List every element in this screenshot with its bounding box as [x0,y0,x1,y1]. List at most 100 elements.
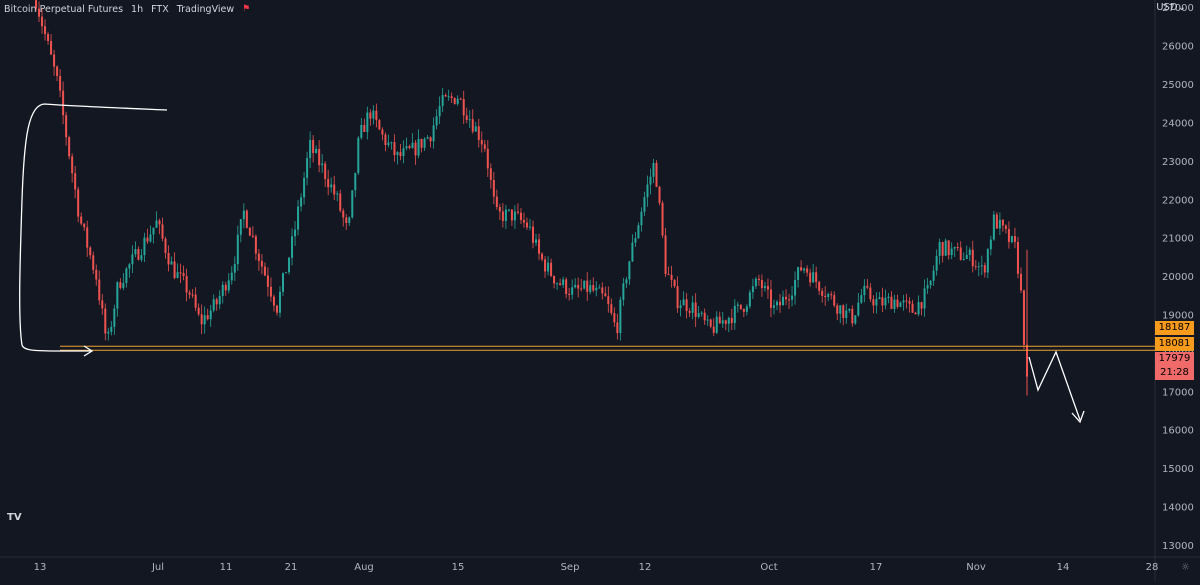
candle-body [200,314,203,325]
y-tick-label: 26000 [1162,42,1194,53]
candle-body [866,285,869,288]
candle-body [628,261,631,280]
candle-body [339,193,342,211]
candle-body [896,299,899,307]
candle-body [423,138,426,148]
candle-body [47,34,50,42]
candle-body [920,302,923,309]
candle-body [631,242,634,262]
candle-body [800,267,803,271]
candle-body [492,179,495,197]
candle-body [601,287,604,294]
candle-body [905,300,908,302]
candle-body [643,197,646,212]
candle-body [649,176,652,185]
candle-body [393,142,396,156]
candle-body [375,110,378,121]
candle-body [676,286,679,309]
y-tick-label: 23000 [1162,157,1194,168]
candle-body [86,227,89,248]
tradingview-logo-icon[interactable]: TV [7,512,22,523]
candle-body [80,216,83,224]
candle-body [971,249,974,267]
currency-selector[interactable]: USD⌄ [1156,2,1186,13]
candle-body [875,299,878,306]
exchange-label: FTX [151,3,169,15]
candle-body [101,300,104,309]
interval-label[interactable]: 1h [131,3,144,15]
candle-body [110,326,113,332]
candle-body [456,98,459,104]
candle-body [794,279,797,296]
candle-body [137,248,140,260]
x-tick-label: Jul [151,562,164,573]
candle-body [1016,241,1019,274]
currency-label: USD [1156,2,1178,13]
candle-body [685,299,688,311]
candle-body [119,282,122,288]
candle-body [992,214,995,240]
candle-body [357,137,360,173]
candle-body [950,248,953,256]
candle-body [297,206,300,230]
candle-body [245,210,248,228]
candle-body [709,319,712,327]
flag-icon[interactable]: ⚑ [242,4,251,14]
candle-body [348,217,351,223]
candle-body [670,274,673,280]
candle-body [980,265,983,267]
symbol-label[interactable]: Bitcoin Perpetual Futures [4,3,124,15]
candle-body [179,272,182,274]
x-tick-label: Aug [354,562,374,573]
candle-body [772,305,775,308]
y-tick-label: 27000 [1162,3,1194,14]
candle-body [294,229,297,237]
candle-body [715,316,718,333]
candle-body [538,239,541,254]
candle-body [92,255,95,270]
candle-body [809,272,812,283]
candle-body [396,152,399,156]
candle-body [203,315,206,325]
candle-body [721,320,724,324]
candle-body [619,299,622,334]
price-badge: 21:28 [1155,366,1194,380]
y-tick-label: 20000 [1162,272,1194,283]
candle-body [77,189,80,217]
candle-body [74,173,77,190]
candle-body [887,296,890,298]
candle-body [116,282,119,309]
candle-body [465,115,468,120]
candle-body [477,126,480,141]
candle-body [1022,290,1025,345]
candle-body [983,265,986,273]
candle-body [694,302,697,317]
candle-body [791,295,794,300]
candle-body [462,99,465,116]
candle-body [839,305,842,314]
candle-body [489,168,492,180]
candle-body [607,296,610,305]
candle-body [745,306,748,312]
candle-body [405,146,408,149]
candle-body [327,178,330,188]
candle-body [941,242,944,256]
candle-body [911,303,914,313]
candle-body [818,281,821,291]
candle-body [333,184,336,195]
candle-body [131,254,134,265]
candle-body [565,279,568,294]
candle-body [426,137,429,139]
candle-body [854,315,857,324]
candle-body [869,287,872,300]
candle-body [742,308,745,312]
candle-body [519,212,522,221]
gear-icon[interactable]: ☼ [1181,562,1190,573]
candle-body [65,115,68,138]
candle-body [306,158,309,178]
projection-arrowhead [1071,410,1085,424]
candle-body [872,299,875,306]
candle-body [944,240,947,256]
